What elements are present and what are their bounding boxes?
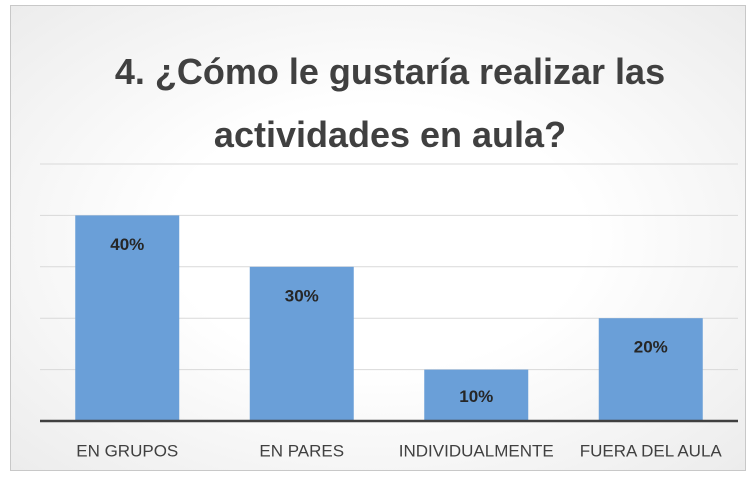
x-tick-label: INDIVIDUALMENTE xyxy=(399,441,554,460)
bar xyxy=(75,215,180,421)
data-label: 10% xyxy=(459,387,493,406)
chart-title: 4. ¿Cómo le gustaría realizar las activi… xyxy=(114,51,666,155)
x-tick-label: EN GRUPOS xyxy=(76,441,178,460)
bar xyxy=(424,369,529,421)
x-tick-label: EN PARES xyxy=(259,441,344,460)
data-label: 30% xyxy=(285,286,319,305)
bar xyxy=(598,318,703,421)
data-label: 20% xyxy=(634,338,668,357)
bar xyxy=(249,266,354,421)
x-tick-label: FUERA DEL AULA xyxy=(580,441,723,460)
data-label: 40% xyxy=(110,235,144,254)
